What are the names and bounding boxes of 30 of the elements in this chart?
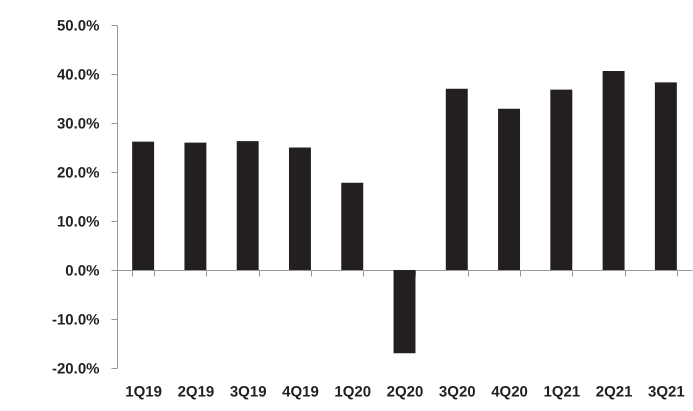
x-tick-label: 4Q19 — [282, 384, 319, 400]
y-tick-label: 40.0% — [56, 66, 100, 84]
x-tick-label: 3Q21 — [648, 384, 685, 400]
x-tick-label: 2Q19 — [178, 384, 214, 400]
y-tick-label: -20.0% — [52, 360, 100, 378]
x-tick-label: 2Q21 — [596, 384, 632, 400]
x-tick-label: 2Q20 — [386, 384, 424, 400]
bar — [394, 270, 416, 354]
bar — [654, 82, 677, 270]
y-tick-label: -10.0% — [52, 312, 100, 328]
x-tick-label: 4Q20 — [491, 384, 528, 400]
bar — [498, 108, 520, 270]
bar — [288, 148, 311, 270]
x-tick-label: 3Q19 — [230, 384, 267, 400]
y-tick-label: 10.0% — [56, 214, 100, 230]
bar — [184, 142, 206, 270]
bar — [132, 142, 154, 270]
x-tick-label: 1Q19 — [125, 384, 162, 400]
bar — [341, 182, 364, 270]
y-tick-label: 30.0% — [56, 116, 100, 132]
y-tick-label: 0.0% — [65, 262, 100, 280]
y-tick-label: 20.0% — [56, 164, 100, 182]
bar — [236, 141, 259, 270]
y-tick-label: 50.0% — [56, 18, 100, 34]
x-tick-label: 1Q20 — [334, 384, 372, 400]
bar — [550, 90, 572, 270]
x-tick-label: 3Q20 — [438, 384, 476, 400]
x-tick-label: 1Q21 — [543, 384, 580, 400]
bar — [602, 71, 625, 270]
bar — [446, 88, 468, 270]
